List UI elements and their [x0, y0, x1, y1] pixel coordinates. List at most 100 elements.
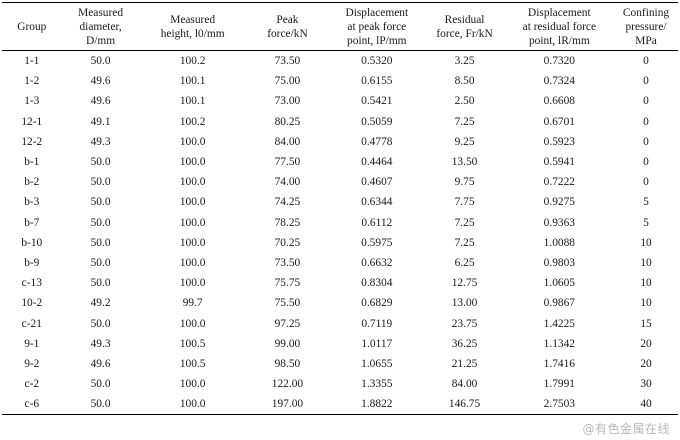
header-line: pressure/	[625, 20, 667, 33]
cell-residual-displacement: 1.4225	[543, 317, 575, 330]
cell-peak-force: 78.25	[274, 216, 301, 229]
cell-confining-pressure: 20	[640, 337, 652, 350]
cell-diameter: 49.6	[90, 95, 111, 108]
header-line: Displacement	[345, 6, 409, 19]
cell-residual-force: 146.75	[424, 394, 505, 416]
header-diameter: Measured diameter, D/mm	[61, 2, 140, 51]
cell-residual-force: 9.25	[454, 135, 475, 148]
table-row: b-7 50.0 100.0 78.25 0.6112 7.25 0.9363 5	[2, 213, 678, 233]
cell-residual-displacement: 1.0605	[543, 277, 575, 290]
cell-height: 100.0	[179, 236, 206, 249]
header-line: MPa	[635, 34, 657, 47]
table-row: c-21 50.0 100.0 97.25 0.7119 23.75 1.4225 15	[2, 313, 678, 333]
cell-group: b-1	[24, 156, 40, 169]
cell-diameter: 49.2	[90, 297, 111, 310]
cell-group: 12-1	[21, 115, 43, 128]
header-line: force, Fr/kN	[436, 27, 493, 40]
table-row: 12-1 49.1 100.2 80.25 0.5059 7.25 0.6701 0	[2, 112, 678, 132]
cell-group: 10-2	[21, 297, 43, 310]
cell-peak-displacement: 0.5320	[361, 55, 393, 68]
cell-diameter: 50.0	[90, 236, 111, 249]
cell-residual-displacement: 0.6608	[543, 95, 575, 108]
cell-diameter: 50.0	[90, 256, 111, 269]
cell-residual-force: 7.25	[454, 216, 475, 229]
cell-peak-displacement: 1.0655	[361, 357, 393, 370]
cell-peak-displacement: 0.7119	[361, 317, 393, 330]
cell-confining-pressure: 10	[640, 297, 652, 310]
cell-group: b-9	[24, 256, 40, 269]
cell-confining-pressure: 0	[643, 95, 649, 108]
cell-peak-displacement: 0.6632	[361, 256, 393, 269]
header-line: Measured	[78, 6, 124, 19]
table-body: 1-1 50.0 100.2 73.50 0.5320 3.25 0.7320 0 1-2 49.…	[2, 51, 678, 416]
cell-confining-pressure: 20	[640, 357, 652, 370]
cell-peak-force: 73.50	[274, 256, 301, 269]
cell-peak-force: 75.75	[274, 277, 301, 290]
cell-peak-displacement: 1.3355	[361, 378, 393, 391]
header-residual-force: Residual force, Fr/kN	[424, 2, 505, 51]
cell-residual-displacement: 1.0088	[543, 236, 575, 249]
cell-peak-force: 74.00	[274, 176, 301, 189]
cell-residual-displacement: 0.9867	[543, 297, 575, 310]
cell-confining-pressure: 5	[643, 196, 649, 209]
cell-residual-force: 2.50	[454, 95, 475, 108]
cell-diameter: 49.3	[90, 135, 111, 148]
cell-residual-force: 84.00	[451, 378, 478, 391]
cell-peak-displacement: 0.6155	[361, 75, 393, 88]
cell-height: 100.0	[179, 277, 206, 290]
cell-peak-force: 99.00	[274, 337, 301, 350]
cell-confining-pressure: 10	[640, 277, 652, 290]
cell-peak-displacement: 0.4778	[361, 135, 393, 148]
cell-residual-displacement: 0.9363	[543, 216, 575, 229]
table-header: Group Measured diameter, D/mm Measured h…	[2, 2, 678, 51]
table-row: 1-1 50.0 100.2 73.50 0.5320 3.25 0.7320 0	[2, 51, 678, 72]
header-line: point, lP/mm	[347, 34, 407, 47]
cell-height: 100.0	[179, 135, 206, 148]
header-line: at residual force	[522, 20, 597, 33]
header-line: Group	[17, 20, 47, 33]
cell-group: b-7	[24, 216, 40, 229]
cell-diameter: 50.0	[90, 156, 111, 169]
cell-peak-displacement: 1.0117	[361, 337, 393, 350]
cell-peak-displacement: 0.6112	[361, 216, 393, 229]
table-row: b-1 50.0 100.0 77.50 0.4464 13.50 0.5941 0	[2, 152, 678, 172]
cell-residual-displacement: 0.7320	[543, 55, 575, 68]
cell-peak-displacement: 0.6344	[361, 196, 393, 209]
cell-residual-displacement: 0.7324	[543, 75, 575, 88]
cell-residual-displacement: 1.1342	[543, 337, 575, 350]
data-table: Group Measured diameter, D/mm Measured h…	[2, 2, 678, 416]
table-row: 10-2 49.2 99.7 75.50 0.6829 13.00 0.9867 10	[2, 293, 678, 313]
cell-residual-force: 23.75	[451, 317, 478, 330]
header-residual-displacement: Displacement at residual force point, lR…	[504, 2, 615, 51]
cell-residual-displacement: 1.7991	[543, 378, 575, 391]
cell-residual-displacement: 0.6701	[543, 115, 575, 128]
cell-peak-force: 122.00	[271, 378, 304, 391]
header-line: Measured	[170, 13, 216, 26]
table-row: b-9 50.0 100.0 73.50 0.6632 6.25 0.9803 10	[2, 253, 678, 273]
cell-peak-force: 75.50	[274, 297, 301, 310]
cell-height: 100.1	[179, 95, 206, 108]
cell-residual-force: 9.75	[454, 176, 475, 189]
cell-height: 100.1	[179, 75, 206, 88]
table-row: 12-2 49.3 100.0 84.00 0.4778 9.25 0.5923 0	[2, 132, 678, 152]
cell-peak-displacement: 0.4607	[361, 176, 393, 189]
cell-group: c-13	[21, 277, 42, 290]
cell-residual-displacement: 0.9275	[543, 196, 575, 209]
cell-peak-force: 70.25	[274, 236, 301, 249]
cell-residual-displacement: 0.5923	[543, 135, 575, 148]
header-peak-displacement: Displacement at peak force point, lP/mm	[329, 2, 425, 51]
cell-height: 100.0	[179, 156, 206, 169]
cell-residual-displacement: 1.7416	[543, 357, 575, 370]
cell-confining-pressure: 0	[643, 75, 649, 88]
table-row: b-10 50.0 100.0 70.25 0.5975 7.25 1.0088 10	[2, 233, 678, 253]
cell-residual-displacement: 2.7503	[504, 394, 615, 416]
cell-peak-force: 98.50	[274, 357, 301, 370]
cell-residual-force: 13.50	[451, 156, 478, 169]
cell-confining-pressure: 0	[643, 115, 649, 128]
cell-peak-force: 97.25	[274, 317, 301, 330]
cell-confining-pressure: 0	[643, 55, 649, 68]
header-line: D/mm	[86, 34, 116, 47]
cell-confining-pressure: 15	[640, 317, 652, 330]
cell-diameter: 50.0	[90, 196, 111, 209]
cell-group: b-2	[24, 176, 40, 189]
